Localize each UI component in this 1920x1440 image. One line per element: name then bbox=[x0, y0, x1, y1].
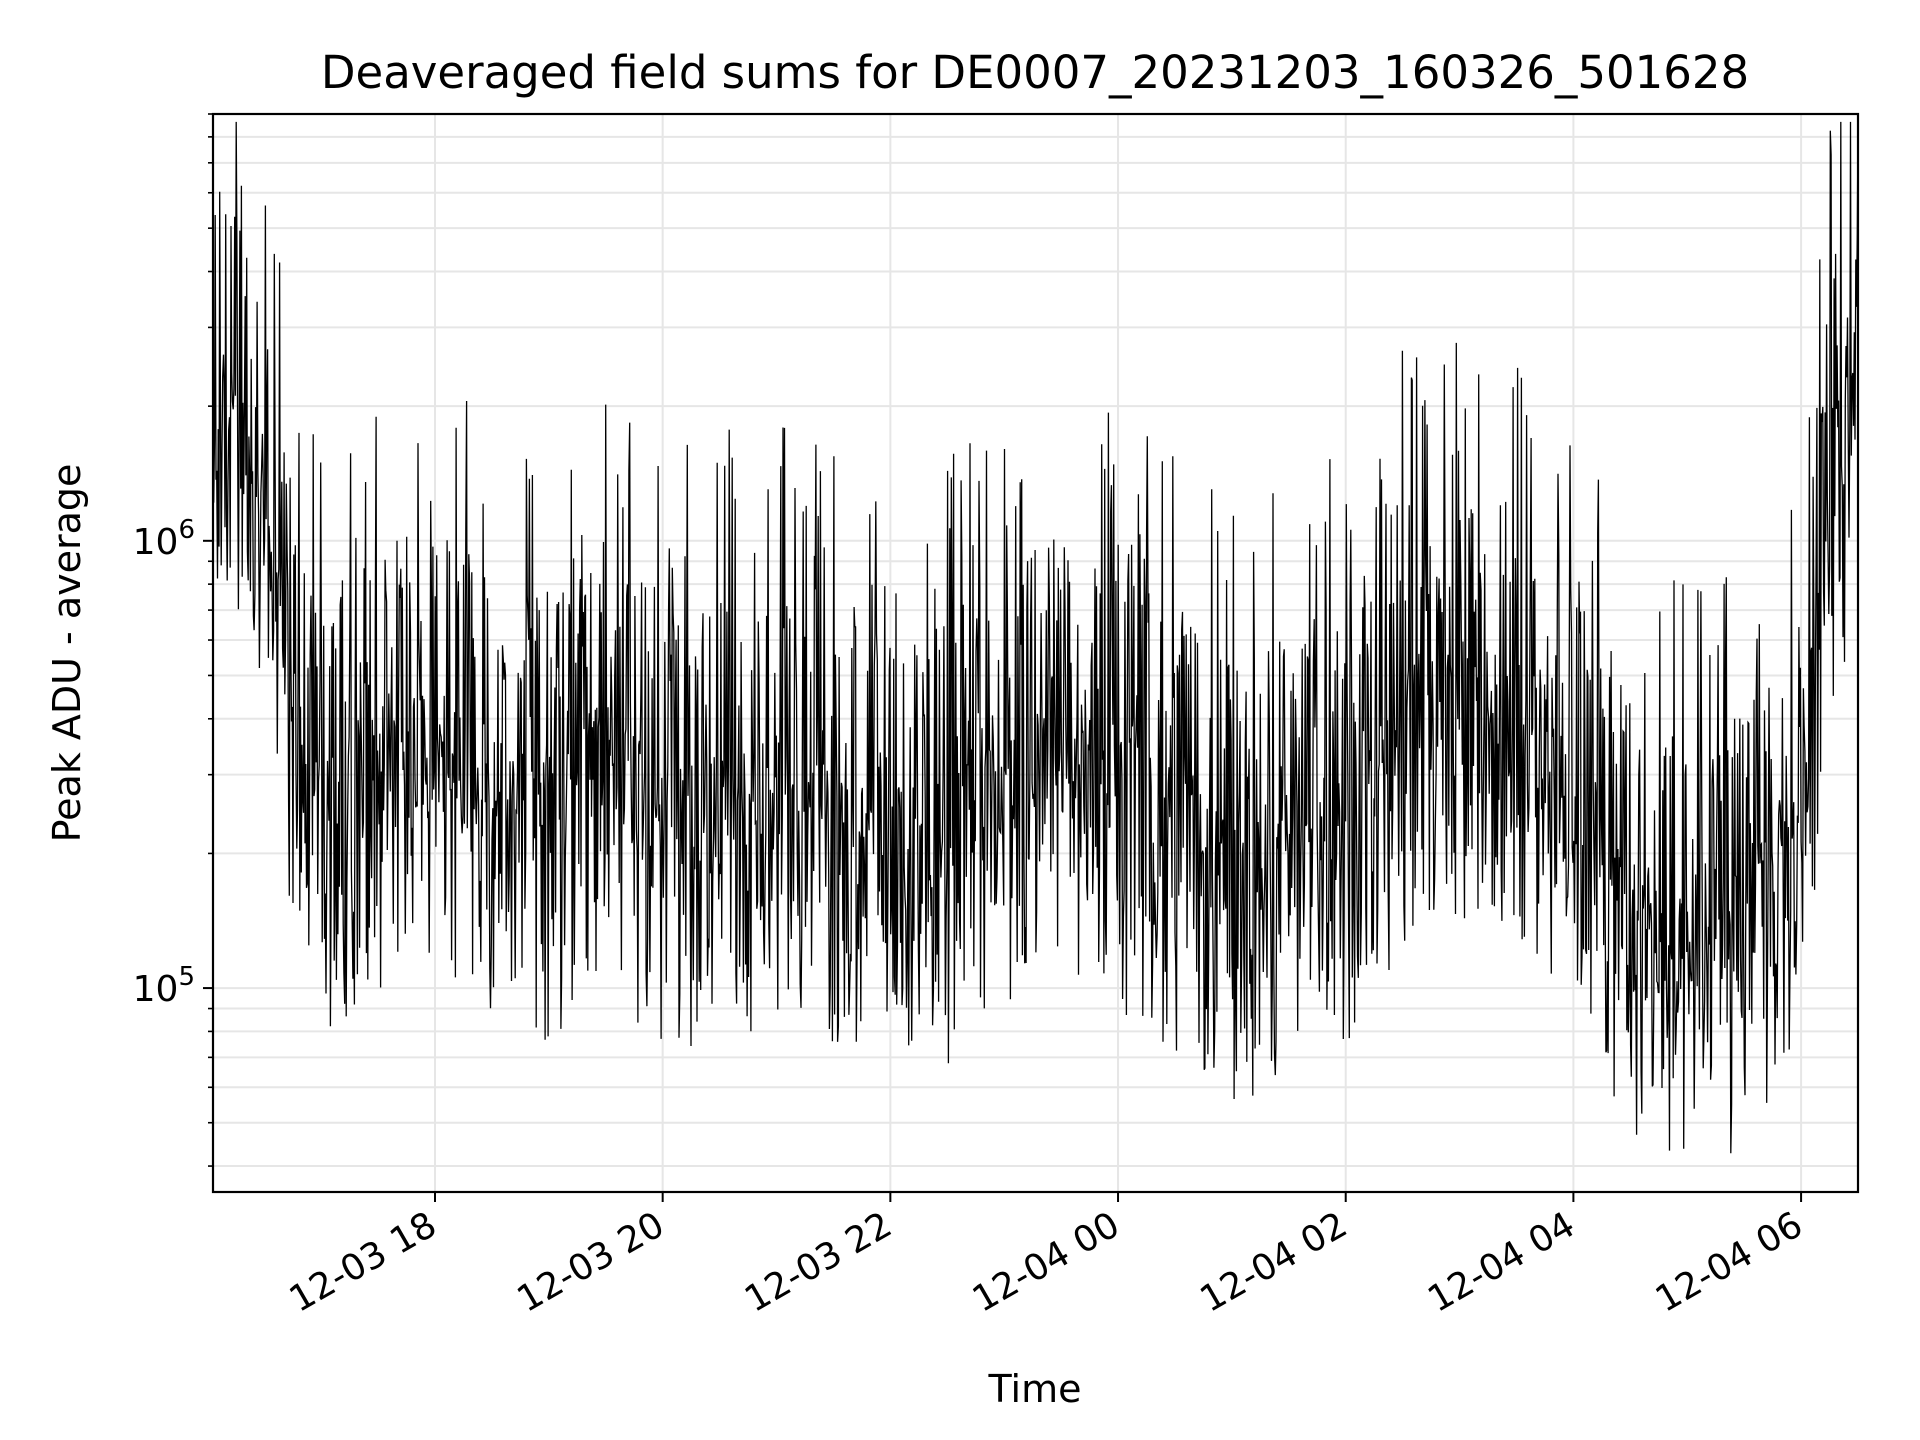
series-line bbox=[212, 121, 1859, 1154]
y-tick-label: 105 bbox=[133, 962, 195, 1010]
y-axis-label: Peak ADU - average bbox=[45, 464, 89, 843]
chart-title: Deaveraged field sums for DE0007_2023120… bbox=[321, 46, 1749, 99]
x-axis-label: Time bbox=[988, 1367, 1082, 1411]
plot-frame bbox=[211, 112, 1860, 1194]
y-tick-label: 106 bbox=[133, 515, 195, 563]
series-layer bbox=[212, 121, 1859, 1154]
